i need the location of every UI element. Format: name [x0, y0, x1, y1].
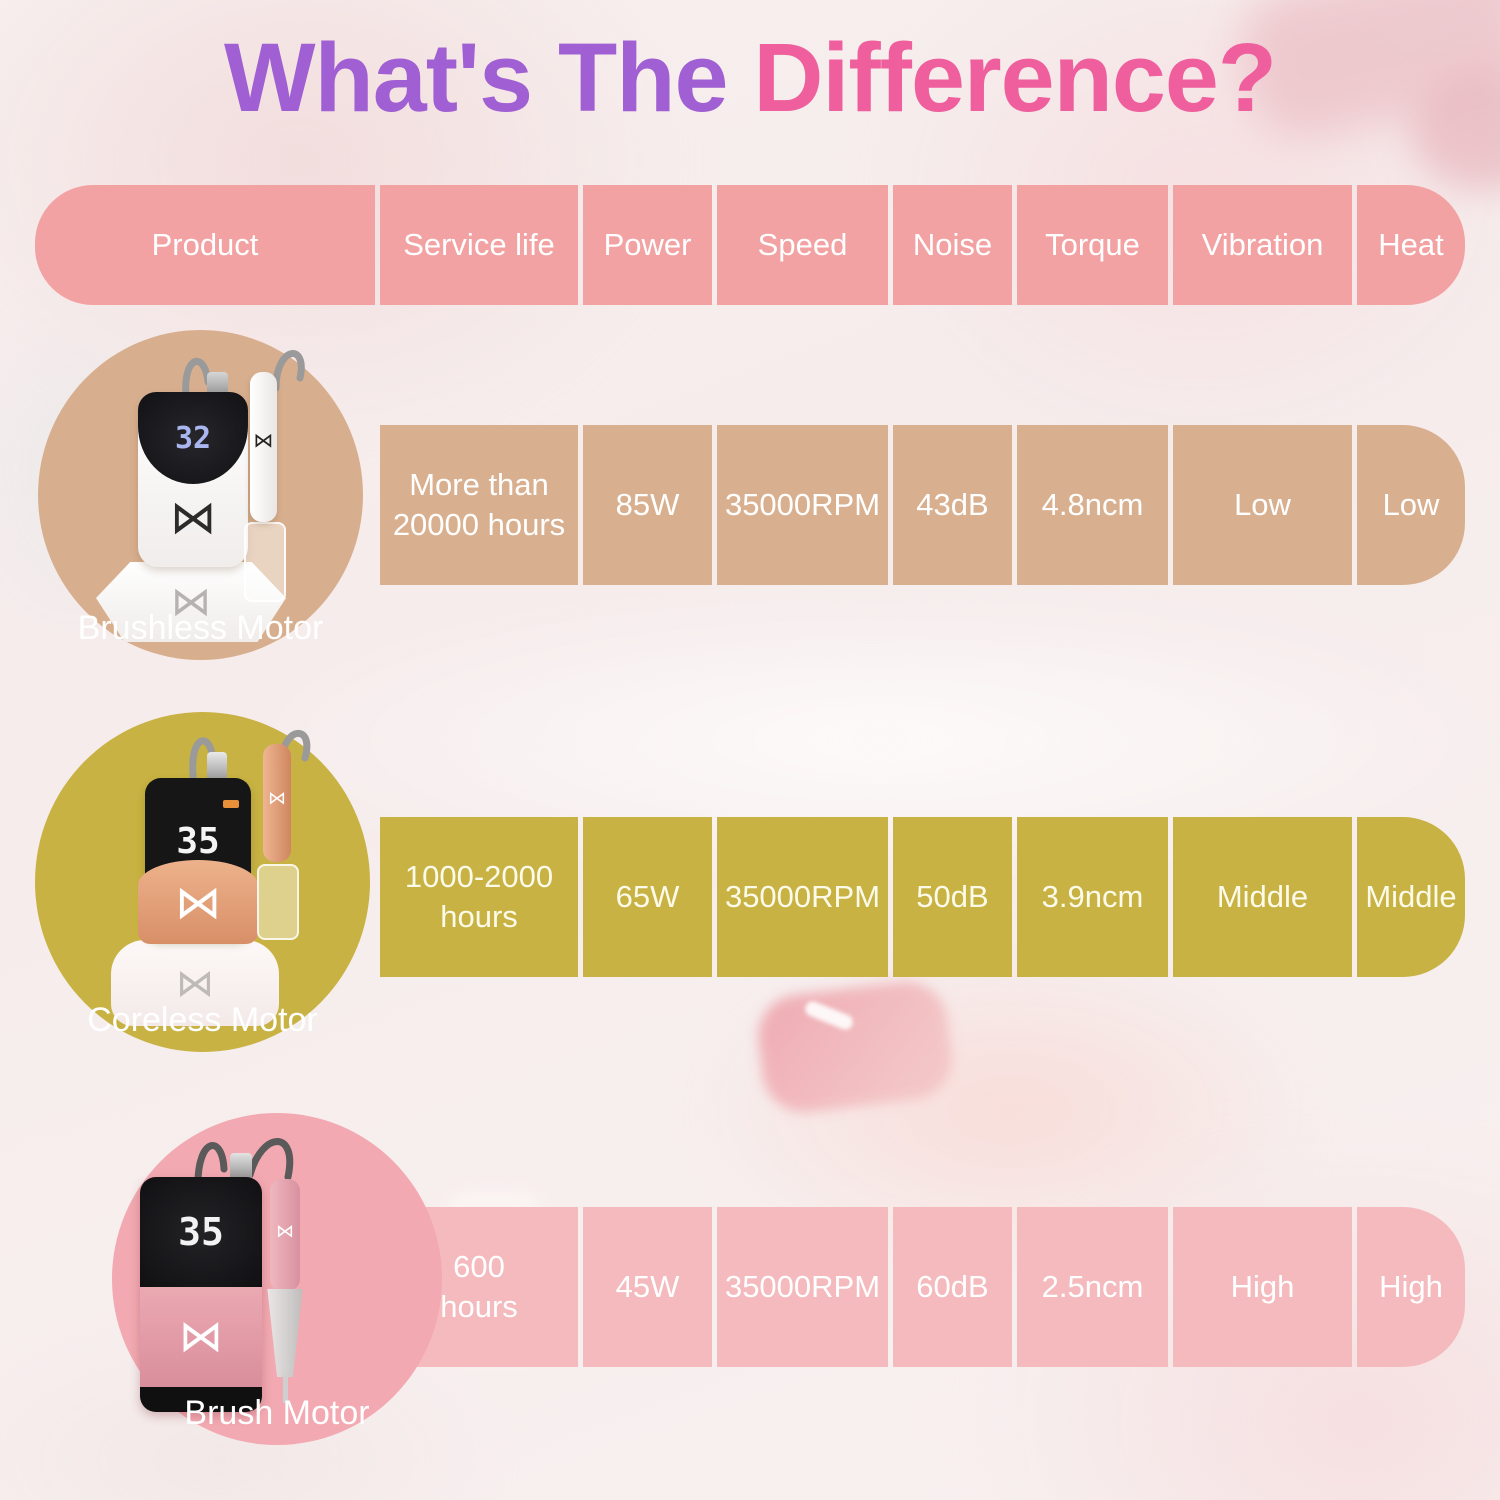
product-label: Brushless Motor [77, 609, 324, 647]
cell-heat: High [1357, 1207, 1465, 1367]
device-screen: 32 [138, 392, 248, 484]
device-screen: 35 [140, 1177, 262, 1287]
brand-logo-icon: ⋈ [175, 875, 221, 929]
device-lower-body: ⋈ [140, 1287, 262, 1387]
screen-display-value: 32 [174, 420, 212, 456]
drill-handpiece: ⋈ [263, 744, 291, 862]
device-body: 32 ⋈ [138, 392, 248, 567]
cell-power: 85W [583, 425, 712, 585]
page-title: What's The Difference? [0, 22, 1500, 134]
cell-heat: Low [1357, 425, 1465, 585]
header-heat: Heat [1357, 185, 1465, 305]
header-service-life: Service life [380, 185, 578, 305]
handpiece-holder [257, 864, 299, 940]
device-screen: 35 [155, 794, 241, 889]
charging-base: ⋈ [96, 562, 286, 642]
control-knob [207, 372, 228, 398]
cell-noise: 50dB [893, 817, 1012, 977]
cell-torque: 4.8ncm [1017, 425, 1168, 585]
brand-logo-icon: ⋈ [171, 579, 211, 625]
product-circle-brushless: ⋈ 32 ⋈ ⋈ Brushless Motor [38, 330, 363, 660]
table-row-brushless: More than 20000 hours 85W 35000RPM 43dB … [35, 425, 1465, 585]
cell-service-life: 1000-2000 hours [380, 817, 578, 977]
device-body: 35 ⋈ [140, 1177, 262, 1412]
brand-logo-icon: ⋈ [176, 961, 214, 1005]
cell-speed: 35000RPM [717, 817, 888, 977]
power-cables [194, 1138, 294, 1187]
product-circle-brush: 35 ⋈ ⋈ Brush Motor [112, 1113, 442, 1445]
device-sleeve: ⋈ [138, 860, 258, 944]
cell-heat: Middle [1357, 817, 1465, 977]
cell-torque: 2.5ncm [1017, 1207, 1168, 1367]
header-power: Power [583, 185, 712, 305]
header-noise: Noise [893, 185, 1012, 305]
header-vibration: Vibration [1173, 185, 1352, 305]
device-base-strip [140, 1387, 262, 1412]
control-knob [207, 752, 227, 780]
brand-logo-icon: ⋈ [179, 1311, 223, 1362]
table-row-coreless: 1000-2000 hours 65W 35000RPM 50dB 3.9ncm… [35, 817, 1465, 977]
cell-noise: 43dB [893, 425, 1012, 585]
cell-speed: 35000RPM [717, 1207, 888, 1367]
cell-speed: 35000RPM [717, 425, 888, 585]
background-red-nail [753, 976, 957, 1118]
drill-handpiece: ⋈ [250, 372, 277, 522]
cell-vibration: High [1173, 1207, 1352, 1367]
header-product: Product [35, 185, 375, 305]
cell-vibration: Low [1173, 425, 1352, 585]
brand-logo-icon: ⋈ [268, 788, 286, 809]
cell-noise: 60dB [893, 1207, 1012, 1367]
control-knob [230, 1153, 252, 1181]
brand-logo-icon: ⋈ [276, 1221, 294, 1242]
cell-power: 65W [583, 817, 712, 977]
screen-display-value: 35 [176, 821, 220, 862]
drill-bit [283, 1375, 288, 1403]
title-part-purple: What's The [223, 23, 754, 132]
charging-base: ⋈ [111, 940, 279, 1026]
background-nail-highlight [803, 999, 855, 1032]
cell-service-life: More than 20000 hours [380, 425, 578, 585]
cell-vibration: Middle [1173, 817, 1352, 977]
title-part-pink: Difference? [753, 23, 1277, 132]
header-speed: Speed [717, 185, 888, 305]
drill-handpiece: ⋈ [270, 1179, 300, 1291]
screen-display-value: 35 [178, 1210, 224, 1254]
cell-power: 45W [583, 1207, 712, 1367]
brand-logo-icon: ⋈ [170, 490, 216, 544]
cell-torque: 3.9ncm [1017, 817, 1168, 977]
handpiece-holder [244, 522, 286, 602]
product-label: Coreless Motor [87, 1001, 318, 1039]
brand-logo-icon: ⋈ [253, 428, 274, 452]
table-header-row: Product Service life Power Speed Noise T… [35, 185, 1465, 305]
screen-battery-icon [223, 800, 239, 808]
header-torque: Torque [1017, 185, 1168, 305]
product-label: Brush Motor [184, 1394, 370, 1432]
product-circle-coreless: ⋈ 35 ⋈ ⋈ Coreless Motor [35, 712, 370, 1052]
